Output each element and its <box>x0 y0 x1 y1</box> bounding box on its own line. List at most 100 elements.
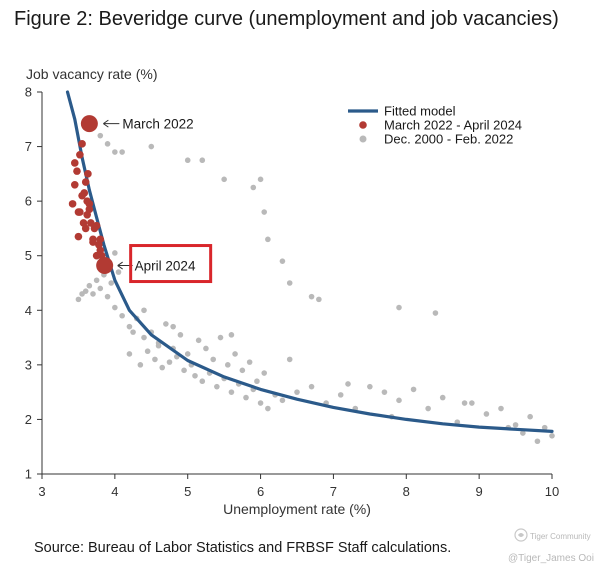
recent-point <box>73 167 81 175</box>
y-tick-label: 1 <box>25 467 32 482</box>
historical-point <box>112 304 118 311</box>
figure-title: Figure 2: Beveridge curve (unemployment … <box>14 8 559 30</box>
y-tick-label: 8 <box>25 85 32 100</box>
historical-point <box>286 356 293 363</box>
historical-point <box>541 424 548 431</box>
historical-point <box>257 176 264 183</box>
historical-point <box>108 280 115 286</box>
watermark-brand: Tiger Community <box>530 532 591 541</box>
historical-point <box>254 378 260 385</box>
historical-point <box>228 332 235 338</box>
fitted-model-line <box>65 90 554 433</box>
historical-point <box>144 348 151 355</box>
x-tick-label: 5 <box>184 484 191 499</box>
historical-point <box>163 321 169 327</box>
historical-point <box>199 157 206 164</box>
recent-point <box>70 159 79 167</box>
x-tick-label: 6 <box>257 484 264 499</box>
x-tick-label: 9 <box>476 484 483 499</box>
historical-point <box>425 405 431 412</box>
historical-point <box>141 307 147 314</box>
historical-point <box>527 413 533 420</box>
fitted-model-path <box>65 90 554 433</box>
y-tick-label: 2 <box>25 412 32 427</box>
historical-point <box>214 383 220 390</box>
x-tick-label: 7 <box>330 484 337 499</box>
historical-point <box>104 293 111 300</box>
historical-point <box>316 296 322 303</box>
march-2022-point <box>80 115 98 133</box>
april-2024-point <box>96 257 114 275</box>
y-tick-label: 7 <box>25 139 32 154</box>
historical-point <box>483 411 490 417</box>
historical-point <box>119 149 125 155</box>
legend-historical-swatch <box>359 135 367 143</box>
historical-point <box>439 394 446 401</box>
historical-point <box>86 282 93 289</box>
historical-point <box>512 422 519 428</box>
historical-point <box>337 392 344 398</box>
historical-point <box>345 381 351 387</box>
historical-point <box>246 359 253 365</box>
historical-point <box>279 397 286 404</box>
historical-point <box>469 400 475 406</box>
x-tick-label: 10 <box>545 484 559 499</box>
historical-point <box>265 405 271 412</box>
recent-point <box>78 140 86 148</box>
historical-point <box>286 280 293 286</box>
historical-point <box>203 345 209 352</box>
historical-point <box>115 269 122 275</box>
recent-point <box>89 238 97 246</box>
historical-point <box>228 389 235 395</box>
recent-point <box>96 235 105 244</box>
x-tick-label: 8 <box>403 484 410 499</box>
april-2024-highlight-box <box>129 244 213 284</box>
historical-point <box>534 438 541 445</box>
historical-points <box>75 132 555 445</box>
historical-point <box>184 351 191 357</box>
march-2022-arrow <box>103 119 120 128</box>
historical-point <box>93 277 100 284</box>
historical-point <box>97 285 104 292</box>
historical-point <box>232 351 238 357</box>
historical-point <box>520 430 526 436</box>
historical-point <box>159 364 166 371</box>
legend-recent-swatch <box>359 121 367 129</box>
recent-point <box>87 219 95 227</box>
historical-point <box>152 356 158 363</box>
beveridge-chart: 3 4 5 6 7 8 9 10 1 2 3 4 5 6 7 8 Unemployment rate (%) Jo… <box>25 66 559 517</box>
historical-point <box>119 312 125 319</box>
watermark-handle: @Tiger_James Ooi <box>508 553 594 564</box>
historical-point <box>82 288 89 294</box>
historical-point <box>195 337 202 344</box>
historical-point <box>112 250 118 256</box>
historical-point <box>396 304 402 311</box>
historical-point <box>90 291 96 297</box>
historical-point <box>257 400 264 406</box>
historical-point <box>112 149 118 155</box>
recent-point <box>83 210 91 219</box>
historical-point <box>130 329 136 335</box>
historical-point <box>294 389 300 395</box>
historical-point <box>308 293 315 300</box>
historical-point <box>181 367 187 374</box>
recent-point <box>68 200 77 208</box>
y-axis-label: Job vacancy rate (%) <box>26 66 158 82</box>
historical-point <box>410 386 417 393</box>
historical-point <box>177 332 184 338</box>
historical-point <box>396 397 402 404</box>
historical-point <box>367 383 373 390</box>
historical-point <box>261 370 268 376</box>
recent-point <box>76 150 84 159</box>
historical-point <box>184 157 191 164</box>
historical-point <box>224 362 231 368</box>
historical-point <box>221 176 227 183</box>
historical-point <box>265 236 271 243</box>
y-tick-label: 4 <box>25 303 32 318</box>
historical-point <box>243 394 249 401</box>
recent-point <box>70 180 79 189</box>
historical-point <box>75 296 82 303</box>
historical-point <box>549 433 555 439</box>
historical-point <box>432 310 439 316</box>
